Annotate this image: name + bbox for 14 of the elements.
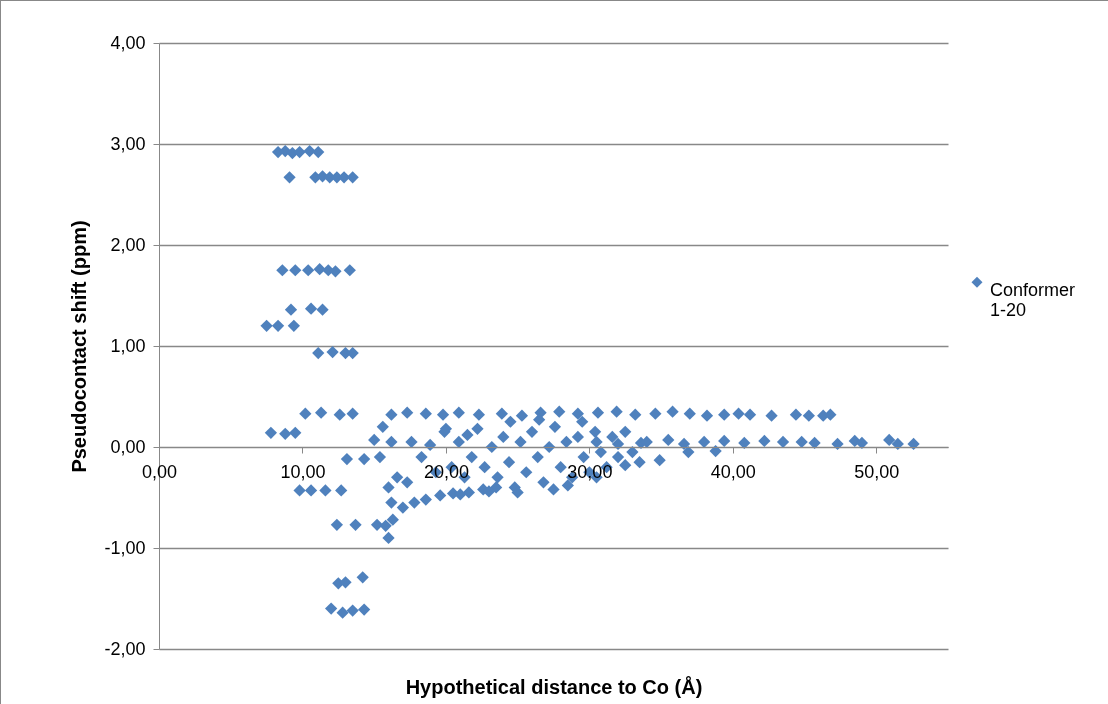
x-tick-label: 0,00 [141, 461, 178, 482]
y-axis-title: Pseudocontact shift (ppm) [68, 220, 91, 473]
x-axis-title: Hypothetical distance to Co (Å) [405, 674, 703, 698]
x-tick-label: 10,00 [280, 461, 326, 482]
y-tick-label: 0,00 [110, 436, 146, 457]
legend-label: Conformer 1-20 [990, 280, 1076, 321]
y-tick-label: -1,00 [104, 537, 146, 558]
y-tick-label: 3,00 [110, 133, 146, 154]
y-tick-label: -2,00 [104, 638, 146, 659]
x-tick-label: 40,00 [710, 461, 756, 482]
y-tick-label: 2,00 [110, 234, 146, 255]
y-tick-label: 1,00 [110, 335, 146, 356]
x-tick-label: 50,00 [854, 461, 900, 482]
y-tick-label: 4,00 [110, 32, 146, 53]
